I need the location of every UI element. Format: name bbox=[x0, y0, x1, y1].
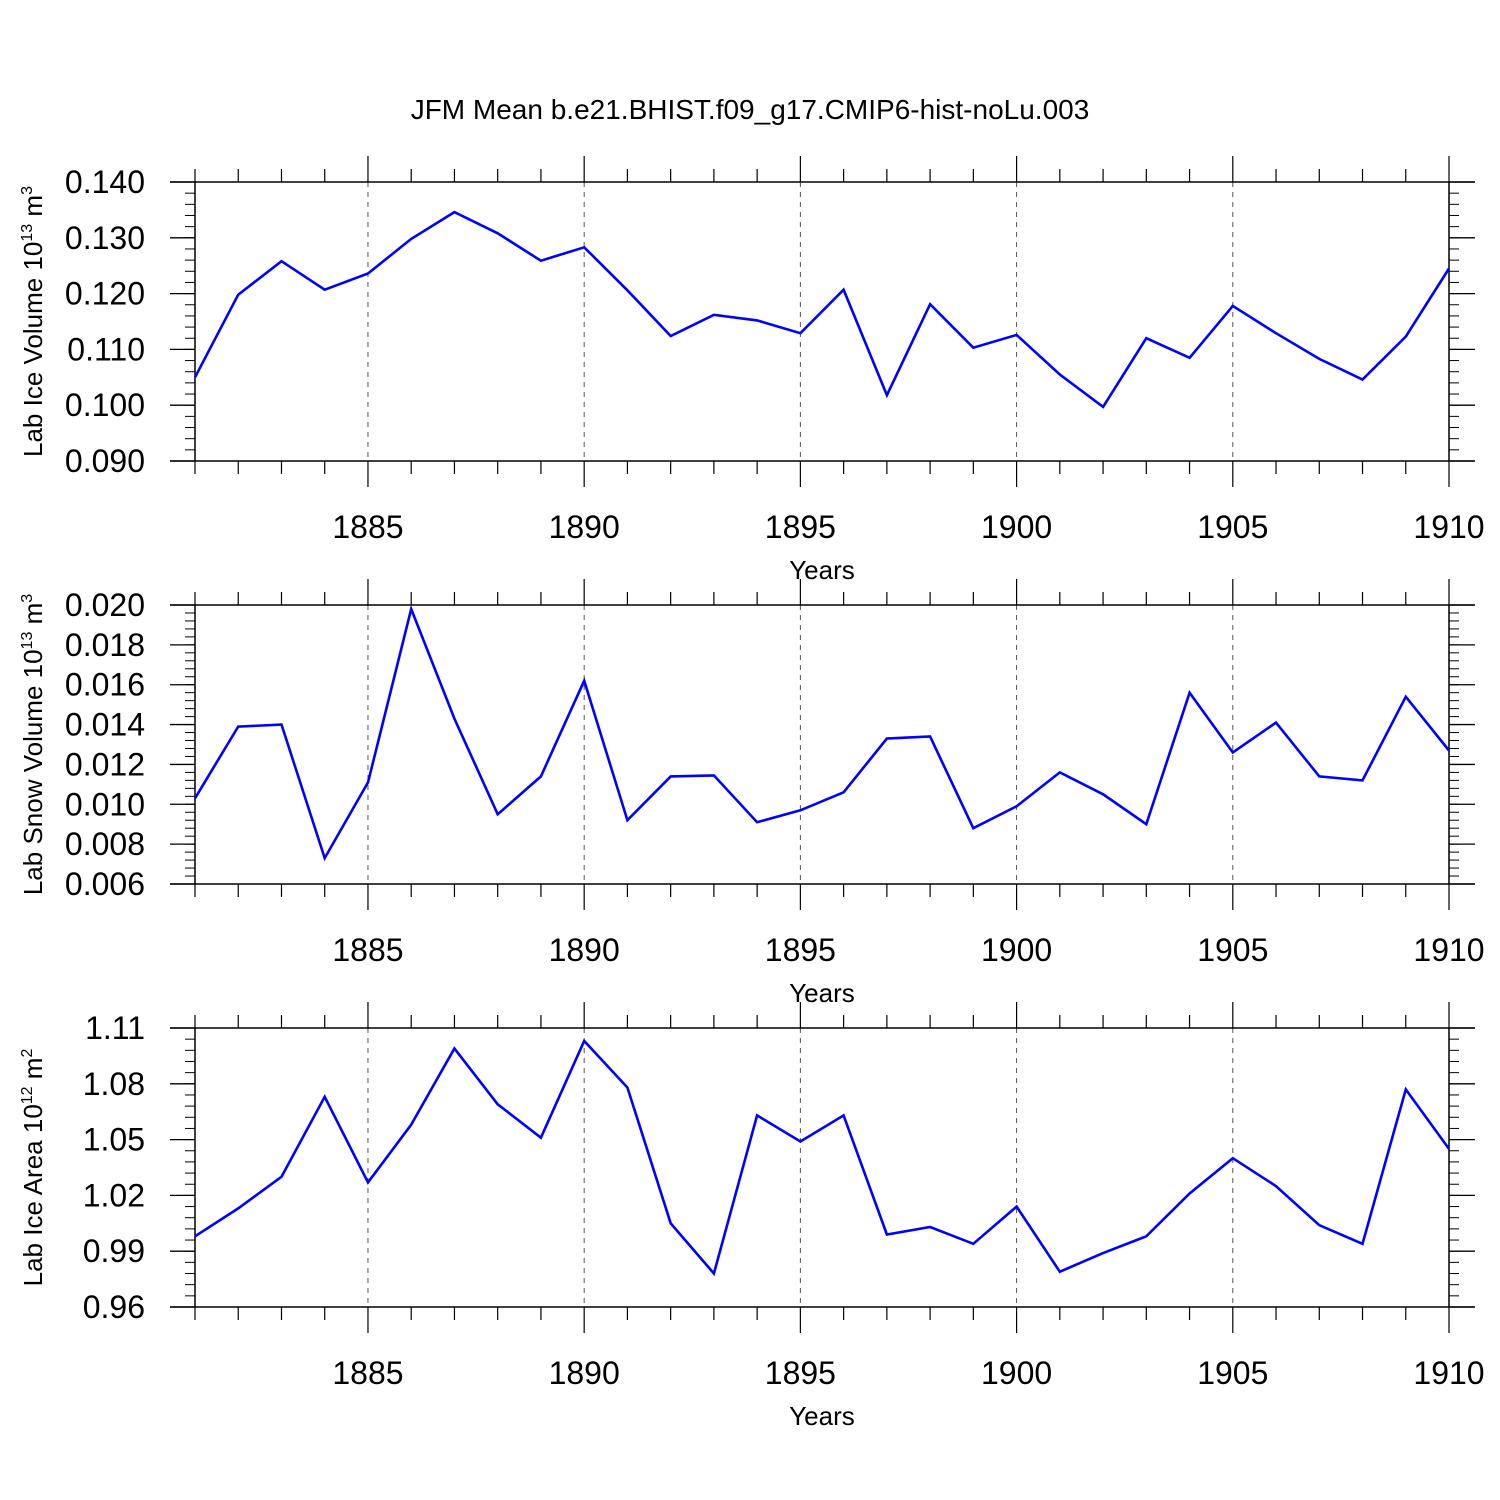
y-tick-label: 0.018 bbox=[65, 627, 145, 663]
y-tick-label: 0.130 bbox=[65, 220, 145, 256]
y-tick-label: 0.090 bbox=[65, 443, 145, 479]
figure-title: JFM Mean b.e21.BHIST.f09_g17.CMIP6-hist-… bbox=[411, 94, 1090, 125]
x-axis-label: Years bbox=[789, 978, 855, 1008]
y-tick-label: 0.016 bbox=[65, 667, 145, 703]
x-tick-label: 1900 bbox=[981, 1355, 1052, 1391]
panel-1: 0.090 0.100 0.110 0.120 0.130 0.140 1885 1890 18… bbox=[18, 156, 1485, 585]
y-tick-label: 0.006 bbox=[65, 866, 145, 902]
y-tick-label: 1.11 bbox=[85, 1010, 145, 1046]
x-tick-label: 1895 bbox=[765, 932, 836, 968]
series-line bbox=[193, 604, 1451, 862]
x-axis-label: Years bbox=[789, 1401, 855, 1431]
y-tick-label: 0.120 bbox=[65, 276, 145, 312]
x-tick-label: 1905 bbox=[1197, 1355, 1268, 1391]
x-tick-label: 1895 bbox=[765, 1355, 836, 1391]
x-tick-label: 1905 bbox=[1197, 509, 1268, 545]
y-axis-label: Lab Ice Volume 1013 m3 bbox=[18, 186, 48, 457]
y-tick-label: 0.99 bbox=[83, 1233, 145, 1269]
x-tick-label: 1885 bbox=[332, 1355, 403, 1391]
y-tick-label: 0.140 bbox=[65, 164, 145, 200]
y-tick-label: 0.012 bbox=[65, 746, 145, 782]
series-line bbox=[193, 210, 1451, 409]
y-tick-label: 0.100 bbox=[65, 387, 145, 423]
series-line bbox=[194, 1038, 1451, 1277]
y-tick-label: 0.008 bbox=[65, 826, 145, 862]
x-tick-label: 1910 bbox=[1413, 509, 1484, 545]
x-axis-label: Years bbox=[789, 555, 855, 585]
x-tick-label: 1890 bbox=[549, 509, 620, 545]
panel-3: 0.96 0.99 1.02 1.05 1.08 1.11 1885 1890 1895 1900… bbox=[18, 1002, 1485, 1431]
x-tick-label: 1900 bbox=[981, 509, 1052, 545]
y-tick-label: 0.96 bbox=[83, 1289, 145, 1325]
x-tick-label: 1885 bbox=[332, 932, 403, 968]
x-tick-label: 1900 bbox=[981, 932, 1052, 968]
y-tick-label: 0.010 bbox=[65, 786, 145, 822]
y-tick-label: 0.020 bbox=[65, 587, 145, 623]
x-tick-label: 1895 bbox=[765, 509, 836, 545]
panels: 0.090 0.100 0.110 0.120 0.130 0.140 1885 1890 18… bbox=[18, 156, 1485, 1431]
x-tick-label: 1885 bbox=[332, 509, 403, 545]
x-tick-label: 1910 bbox=[1413, 932, 1484, 968]
y-tick-label: 0.110 bbox=[67, 331, 145, 367]
y-axis-label: Lab Ice Area 1012 m2 bbox=[18, 1049, 48, 1287]
y-tick-label: 1.08 bbox=[83, 1066, 145, 1102]
y-tick-label: 0.014 bbox=[65, 707, 145, 743]
x-tick-label: 1905 bbox=[1197, 932, 1268, 968]
y-axis-label: Lab Snow Volume 1013 m3 bbox=[18, 594, 48, 895]
x-tick-label: 1910 bbox=[1413, 1355, 1484, 1391]
y-tick-label: 1.02 bbox=[83, 1177, 145, 1213]
y-tick-label: 1.05 bbox=[83, 1122, 145, 1158]
x-tick-label: 1890 bbox=[549, 1355, 620, 1391]
x-tick-label: 1890 bbox=[549, 932, 620, 968]
